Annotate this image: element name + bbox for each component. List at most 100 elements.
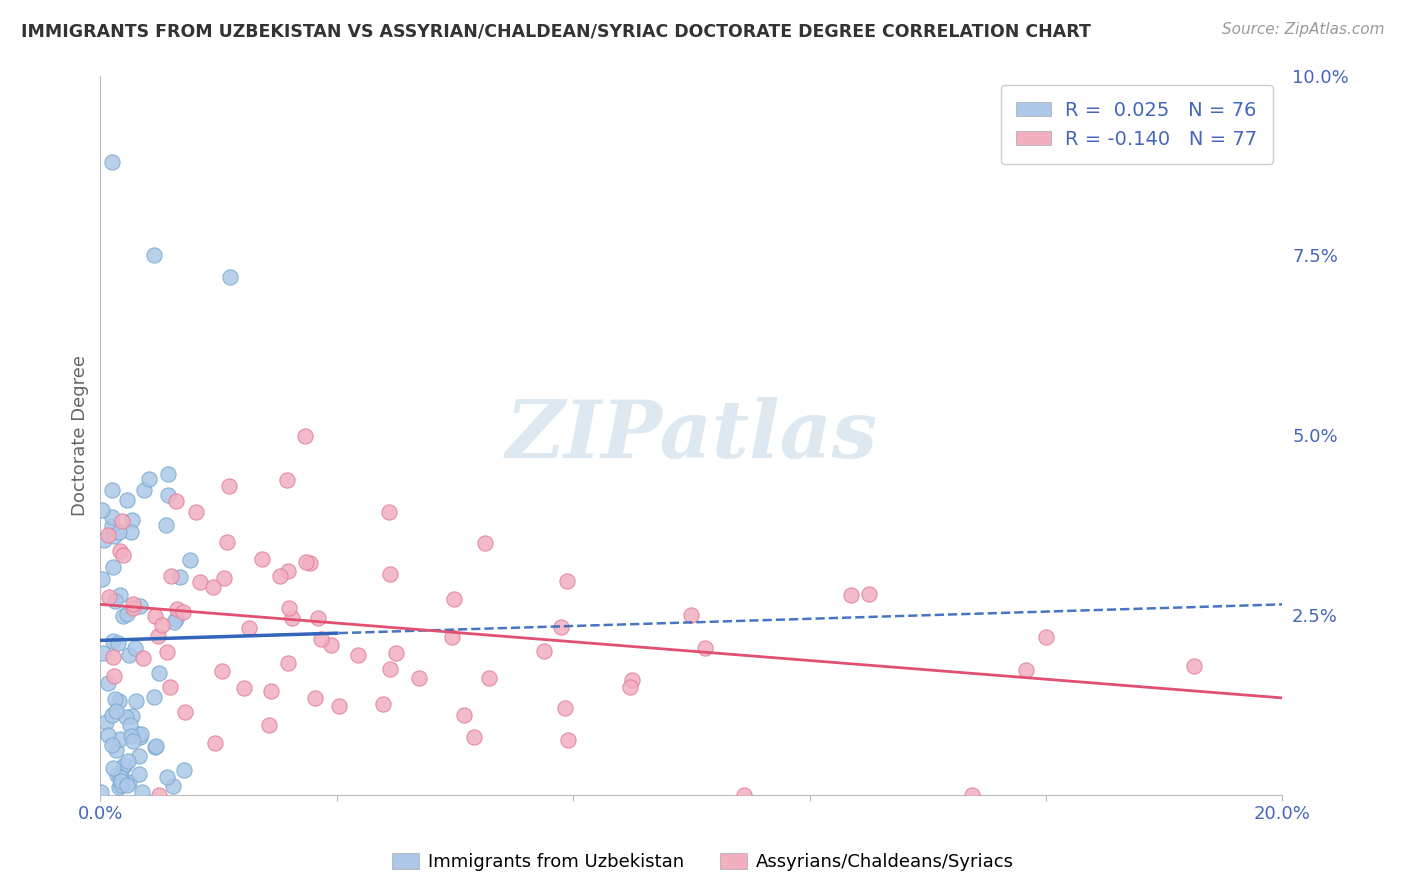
Point: [143, 740, 166, 755]
Point: [440, 630, 463, 644]
Point: [380, 662, 402, 676]
Point: [858, 586, 880, 600]
Point: [148, 666, 170, 681]
Point: [307, 611, 329, 625]
Point: [112, 548, 135, 562]
Point: [100, 707, 122, 722]
Point: [233, 681, 256, 695]
Point: [101, 634, 124, 648]
Point: [105, 768, 128, 782]
Point: [250, 552, 273, 566]
Point: [117, 775, 139, 789]
Point: [202, 580, 225, 594]
Point: [110, 543, 132, 558]
Legend: R =  0.025   N = 76, R = -0.140   N = 77: R = 0.025 N = 76, R = -0.140 N = 77: [1001, 86, 1272, 164]
Point: [110, 778, 132, 792]
Point: [120, 729, 142, 743]
Point: [100, 483, 122, 497]
Point: [294, 429, 316, 443]
Point: [111, 771, 134, 785]
Point: [108, 525, 131, 540]
Point: [214, 571, 236, 585]
Legend: Immigrants from Uzbekistan, Assyrians/Chaldeans/Syriacs: Immigrants from Uzbekistan, Assyrians/Ch…: [385, 846, 1021, 879]
Point: [204, 735, 226, 749]
Point: [101, 509, 124, 524]
Point: [160, 569, 183, 583]
Point: [1182, 658, 1205, 673]
Point: [443, 591, 465, 606]
Point: [103, 669, 125, 683]
Text: IMMIGRANTS FROM UZBEKISTAN VS ASSYRIAN/CHALDEAN/SYRIAC DOCTORATE DEGREE CORRELAT: IMMIGRANTS FROM UZBEKISTAN VS ASSYRIAN/C…: [21, 22, 1091, 40]
Point: [211, 664, 233, 678]
Point: [138, 472, 160, 486]
Point: [1015, 664, 1038, 678]
Point: [276, 473, 298, 487]
Point: [277, 656, 299, 670]
Point: [215, 535, 238, 549]
Point: [156, 645, 179, 659]
Point: [159, 681, 181, 695]
Point: [557, 732, 579, 747]
Point: [278, 601, 301, 615]
Point: [105, 743, 128, 757]
Point: [371, 698, 394, 712]
Point: [104, 705, 127, 719]
Point: [385, 646, 408, 660]
Point: [269, 569, 291, 583]
Point: [108, 770, 131, 784]
Point: [107, 635, 129, 649]
Point: [97, 590, 120, 604]
Point: [165, 494, 187, 508]
Point: [148, 788, 170, 802]
Point: [128, 749, 150, 764]
Point: [112, 758, 135, 772]
Point: [111, 515, 134, 529]
Point: [134, 483, 156, 497]
Point: [91, 572, 114, 586]
Point: [129, 727, 152, 741]
Point: [453, 707, 475, 722]
Point: [156, 770, 179, 784]
Point: [111, 609, 134, 624]
Point: [121, 513, 143, 527]
Y-axis label: Doctorate Degree: Doctorate Degree: [72, 355, 89, 516]
Point: [188, 574, 211, 589]
Point: [733, 788, 755, 802]
Point: [173, 764, 195, 778]
Point: [179, 553, 201, 567]
Point: [681, 608, 703, 623]
Point: [108, 780, 131, 795]
Point: [260, 683, 283, 698]
Point: [97, 728, 120, 742]
Point: [90, 503, 112, 517]
Point: [107, 694, 129, 708]
Point: [377, 505, 399, 519]
Point: [97, 676, 120, 690]
Point: [128, 599, 150, 613]
Point: [157, 487, 180, 501]
Point: [555, 574, 578, 588]
Point: [112, 758, 135, 772]
Point: [143, 690, 166, 704]
Point: [163, 615, 186, 629]
Point: [108, 731, 131, 746]
Point: [122, 598, 145, 612]
Point: [378, 567, 401, 582]
Point: [104, 594, 127, 608]
Point: [115, 493, 138, 508]
Point: [117, 648, 139, 662]
Point: [145, 739, 167, 753]
Point: [101, 518, 124, 533]
Point: [162, 779, 184, 793]
Point: [115, 607, 138, 621]
Point: [146, 630, 169, 644]
Point: [121, 708, 143, 723]
Point: [695, 640, 717, 655]
Point: [298, 557, 321, 571]
Point: [94, 715, 117, 730]
Point: [114, 710, 136, 724]
Point: [132, 651, 155, 665]
Point: [166, 602, 188, 616]
Point: [219, 270, 242, 285]
Text: Source: ZipAtlas.com: Source: ZipAtlas.com: [1222, 22, 1385, 37]
